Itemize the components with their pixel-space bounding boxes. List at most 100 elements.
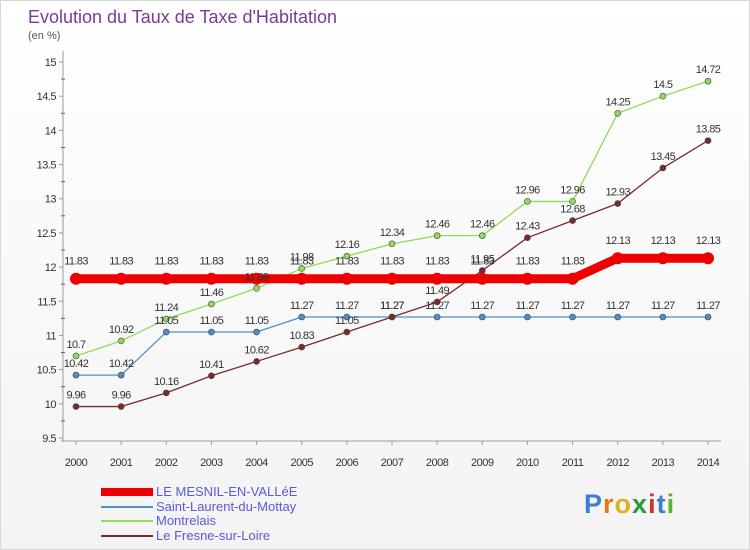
y-tick-label: 9.5 — [42, 433, 56, 445]
data-label: 11.83 — [109, 256, 133, 268]
legend-swatch — [101, 505, 153, 508]
data-label: 11.98 — [290, 251, 314, 263]
data-label: 12.68 — [560, 204, 585, 216]
data-label: 11.05 — [335, 315, 359, 327]
proxiti-logo: Proxiti — [584, 489, 675, 520]
y-tick-label: 11 — [46, 330, 57, 342]
data-label: 14.5 — [653, 79, 672, 91]
x-tick-label: 2014 — [697, 457, 720, 469]
data-label: 11.83 — [561, 256, 585, 268]
x-tick-label: 2006 — [336, 457, 359, 469]
data-label: 11.27 — [651, 300, 675, 312]
data-point — [162, 315, 170, 323]
data-point — [250, 272, 263, 285]
y-tick-label: 10 — [45, 399, 57, 411]
data-point — [521, 272, 534, 285]
y-tick-label: 10.5 — [37, 365, 57, 377]
data-point — [476, 272, 489, 285]
data-point — [205, 272, 218, 285]
y-tick-label: 12.5 — [37, 228, 57, 240]
data-label: 12.96 — [515, 184, 540, 196]
data-point — [614, 200, 622, 207]
data-point — [569, 217, 576, 224]
data-point — [659, 164, 667, 172]
data-label: 11.27 — [696, 300, 720, 312]
y-tick-label: 14.5 — [37, 91, 57, 103]
data-point — [117, 337, 125, 345]
x-tick-label: 2007 — [381, 457, 404, 469]
data-point — [117, 371, 125, 379]
data-label: 11.27 — [470, 300, 494, 312]
legend-swatch — [101, 520, 153, 523]
data-point — [388, 313, 396, 321]
data-point — [298, 343, 306, 351]
data-label: 11.83 — [290, 256, 314, 268]
data-label: 11.27 — [335, 300, 359, 312]
data-point — [72, 403, 80, 410]
data-label: 12.46 — [470, 219, 495, 231]
data-label: 12.13 — [651, 235, 676, 247]
y-tick-label: 14 — [45, 125, 57, 137]
data-point — [704, 137, 712, 144]
data-point — [343, 313, 351, 321]
data-label: 11.83 — [470, 256, 494, 268]
data-point — [524, 313, 531, 321]
data-point — [569, 198, 576, 205]
data-label: 10.7 — [66, 339, 85, 351]
data-label: 12.93 — [605, 187, 630, 199]
data-point — [160, 272, 173, 285]
data-point — [298, 313, 306, 321]
x-tick-label: 2005 — [290, 457, 313, 469]
data-point — [115, 272, 128, 285]
data-label: 12.46 — [425, 219, 450, 231]
data-label: 11.83 — [425, 256, 449, 268]
data-point — [208, 328, 215, 336]
legend-swatch — [101, 488, 153, 497]
data-label: 12.13 — [605, 235, 630, 247]
data-point — [431, 272, 444, 285]
data-label: 11.27 — [606, 300, 630, 312]
data-label: 10.42 — [64, 358, 89, 370]
y-tick-label: 12 — [45, 262, 57, 274]
data-label: 11.24 — [154, 302, 178, 314]
y-tick-label: 11.5 — [37, 296, 56, 308]
data-point — [704, 313, 712, 321]
x-tick-label: 2003 — [200, 457, 223, 469]
chart-title: Evolution du Taux de Taxe d'Habitation — [28, 7, 337, 27]
y-axis-unit: (en %) — [28, 30, 61, 42]
data-label: 11.05 — [154, 315, 178, 327]
data-label: 11.83 — [245, 256, 269, 268]
data-point — [208, 372, 215, 380]
data-label: 10.16 — [154, 376, 179, 388]
data-label: 12.16 — [335, 239, 360, 251]
data-point — [659, 92, 667, 100]
data-label: 13.85 — [696, 124, 721, 136]
data-point — [386, 272, 398, 285]
data-point — [253, 358, 260, 365]
logo-letter: P — [584, 489, 604, 519]
data-point — [704, 77, 712, 85]
data-point — [614, 109, 622, 117]
logo-letter: i — [648, 489, 657, 519]
x-tick-label: 2004 — [245, 457, 268, 469]
data-label: 11.46 — [200, 287, 224, 299]
data-point — [298, 265, 306, 272]
data-label: 11.27 — [561, 300, 585, 312]
data-label: 12.34 — [380, 227, 405, 239]
x-tick-label: 2008 — [426, 457, 449, 469]
legend-label: Le Fresne-sur-Loire — [156, 527, 271, 543]
data-label: 9.96 — [66, 390, 85, 402]
x-tick-label: 2002 — [155, 457, 178, 469]
data-point — [433, 313, 441, 321]
data-label: 11.83 — [516, 256, 540, 268]
data-point — [253, 284, 260, 292]
data-label: 11.27 — [290, 300, 314, 312]
data-label: 13.45 — [651, 151, 676, 163]
data-label: 11.27 — [516, 300, 540, 312]
x-tick-label: 2010 — [516, 457, 539, 469]
data-label: 12.96 — [560, 184, 585, 196]
data-point — [72, 352, 80, 360]
data-point — [614, 313, 622, 321]
data-label: 10.62 — [244, 344, 269, 356]
data-point — [343, 328, 351, 336]
